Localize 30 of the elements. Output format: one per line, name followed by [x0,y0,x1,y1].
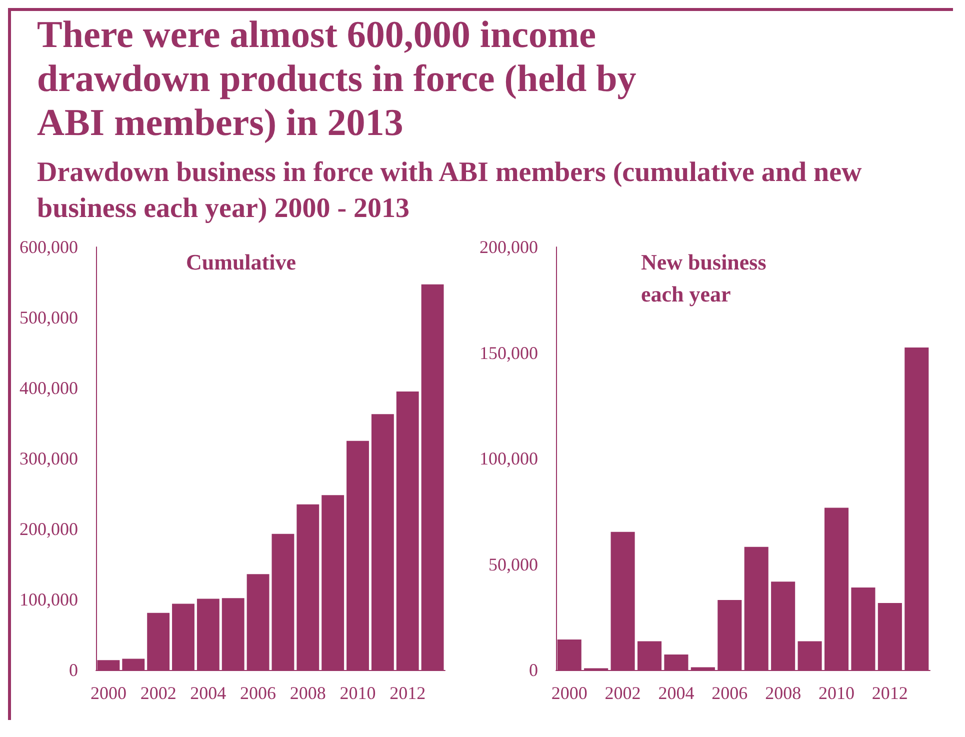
y-tick-label: 100,000 [20,590,78,610]
x-tick-label: 2000 [90,683,126,703]
y-tick-label: 300,000 [20,448,78,468]
x-tick-label: 2006 [712,683,748,703]
x-tick-label: 2000 [551,683,588,703]
y-tick-label: 500,000 [20,308,78,328]
y-tick-label: 400,000 [20,378,78,398]
chart-title: Cumulative [186,250,296,274]
y-tick-label: 0 [529,660,538,680]
y-tick-label: 50,000 [488,554,538,574]
x-tick-label: 2004 [190,683,226,703]
text: Drawdown business in force with ABI members (cumulative and new business each year) 2000 - 2013 [37,156,863,226]
y-tick-label: 150,000 [480,342,538,363]
y-tick-label: 200,000 [480,237,538,257]
x-tick-label: 2004 [658,683,694,703]
text: There were almost 600,000 income drawdown products in force (held by ABI members) in 2013 [37,13,638,145]
y-tick-label: 100,000 [480,448,538,468]
text: New business each year [641,250,772,306]
x-tick-label: 2010 [818,683,854,703]
x-tick-label: 2008 [765,683,802,703]
x-tick-label: 2012 [872,683,908,703]
x-tick-label: 2002 [140,683,176,703]
x-tick-label: 2008 [290,683,326,703]
x-tick-label: 2012 [390,683,426,703]
y-tick-label: 0 [69,660,78,680]
x-tick-label: 2006 [240,683,276,703]
x-tick-label: 2002 [604,683,641,703]
y-tick-label: 600,000 [20,237,78,257]
x-tick-label: 2010 [340,683,376,703]
y-tick-label: 200,000 [20,519,78,539]
